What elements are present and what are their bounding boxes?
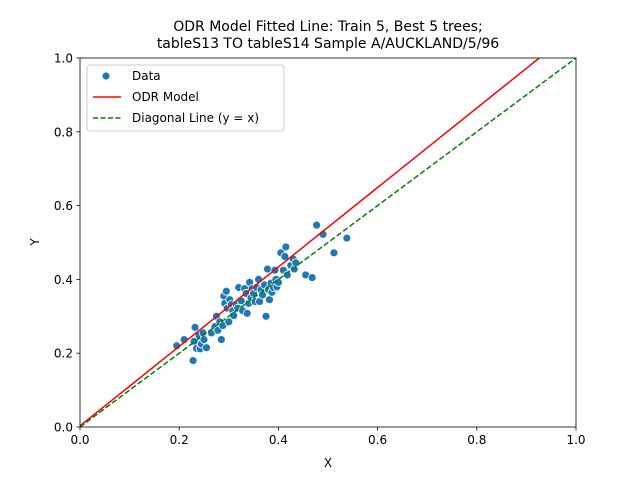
diagonal-line: [80, 58, 576, 427]
y-tick-label: 0.2: [54, 347, 73, 361]
y-axis-label: Y: [28, 238, 42, 247]
data-point: [224, 317, 234, 327]
y-tick-label: 0.0: [54, 421, 73, 435]
y-tick-label: 1.0: [54, 52, 73, 66]
legend-label-data: Data: [132, 69, 161, 83]
data-point: [307, 273, 317, 282]
data-point: [190, 322, 200, 332]
legend-box: [86, 64, 285, 132]
y-axis: 0.0 0.2 0.4 0.6 0.8 1.0: [54, 52, 80, 435]
data-point: [261, 311, 271, 321]
data-point: [199, 335, 209, 344]
x-axis-label: X: [324, 456, 332, 470]
data-point: [221, 286, 231, 296]
data-point: [242, 308, 252, 318]
data-point: [280, 252, 290, 261]
data-point: [265, 295, 274, 305]
x-tick-label: 0.0: [70, 433, 89, 447]
legend: Data ODR Model Diagonal Line (y = x): [86, 64, 285, 132]
x-tick-label: 0.4: [269, 433, 288, 447]
x-tick-label: 0.2: [170, 433, 189, 447]
x-tick-label: 0.8: [467, 433, 486, 447]
legend-label-odr: ODR Model: [132, 90, 199, 104]
data-point: [342, 233, 352, 243]
data-point: [282, 270, 292, 280]
x-tick-label: 1.0: [566, 433, 585, 447]
plot-frame: [79, 57, 577, 428]
data-point: [312, 220, 321, 230]
x-axis: 0.0 0.2 0.4 0.6 0.8 1.0: [70, 427, 586, 447]
data-point: [236, 296, 246, 306]
data-point: [216, 335, 226, 344]
chart-title-line1: ODR Model Fitted Line: Train 5, Best 5 t…: [173, 19, 483, 35]
odr-model-line: [80, 58, 540, 427]
legend-label-diagonal: Diagonal Line (y = x): [132, 111, 259, 125]
data-point: [188, 356, 198, 365]
y-tick-label: 0.4: [54, 273, 73, 287]
series-layer: [80, 58, 576, 427]
data-point: [281, 242, 291, 252]
chart-title-line2: tableS13 TO tableS14 Sample A/AUCKLAND/5…: [157, 36, 499, 52]
data-point: [329, 248, 339, 258]
y-tick-label: 0.6: [54, 199, 73, 213]
data-point: [202, 343, 211, 353]
x-tick-label: 0.6: [368, 433, 387, 447]
data-point: [263, 264, 272, 274]
y-tick-label: 0.8: [54, 125, 73, 139]
legend-marker-data: [101, 71, 111, 81]
